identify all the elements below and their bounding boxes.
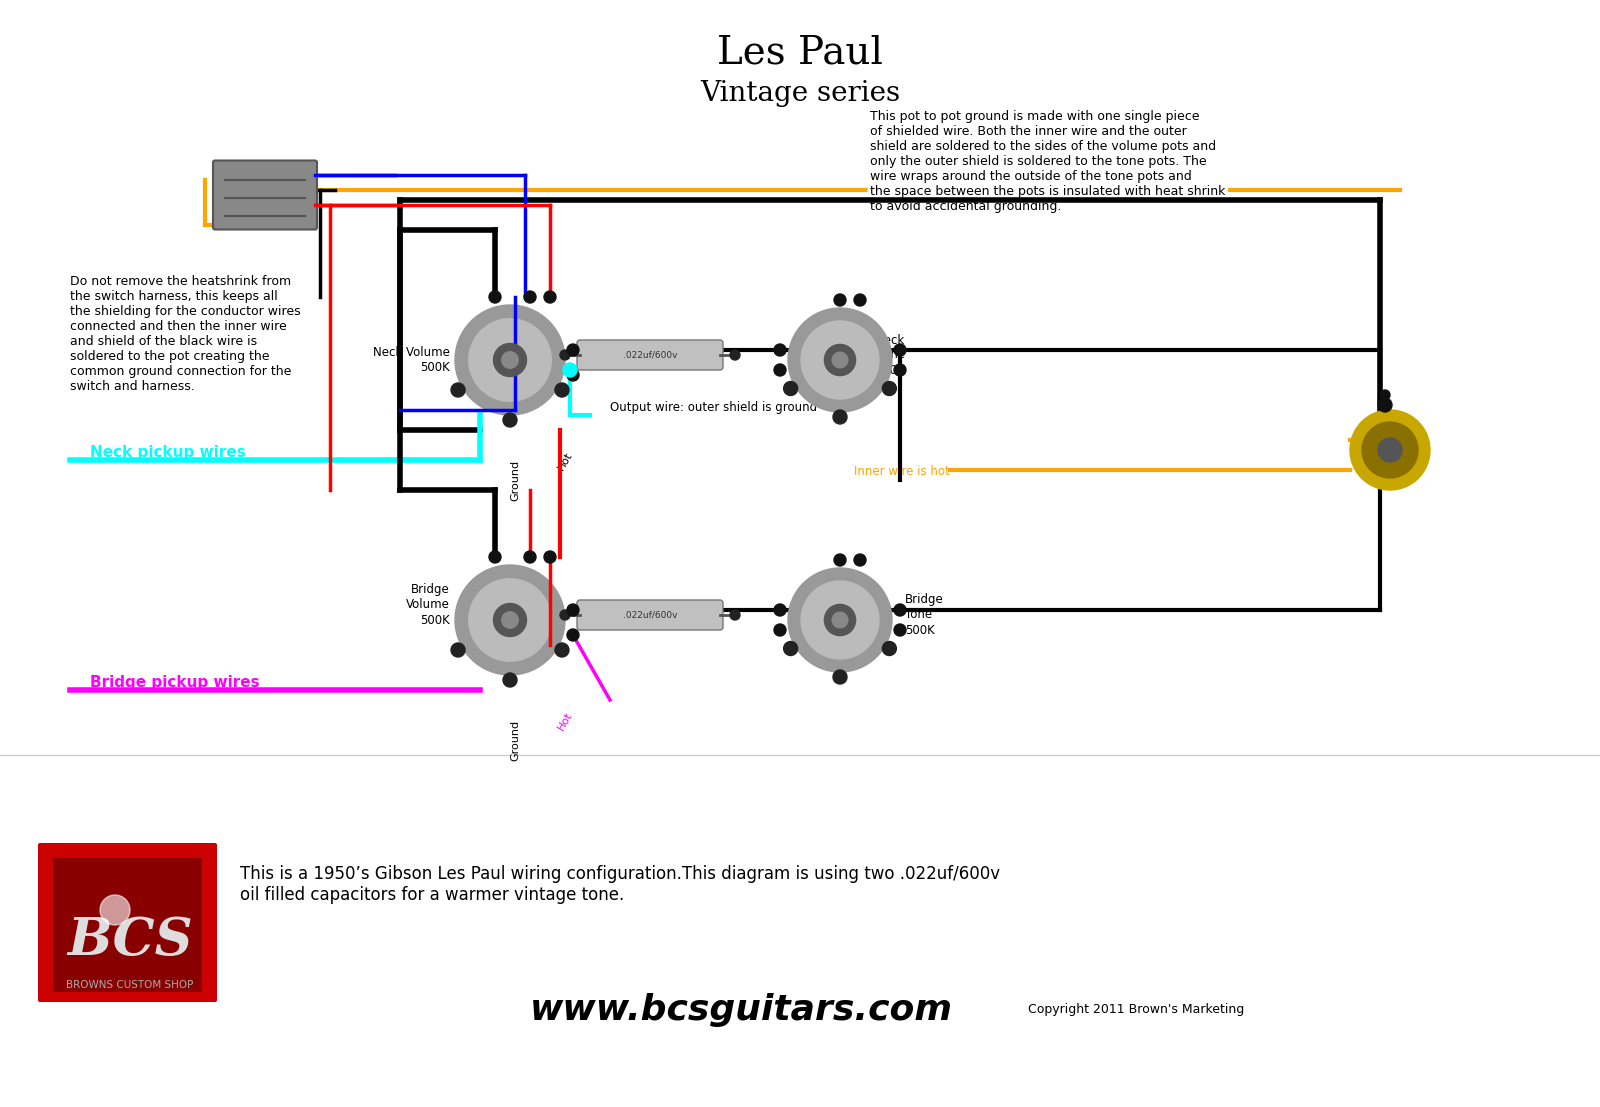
Text: Ground: Ground (510, 461, 520, 501)
Circle shape (832, 612, 848, 628)
Text: Ground: Ground (510, 720, 520, 762)
Circle shape (566, 369, 579, 381)
Circle shape (502, 352, 518, 369)
Circle shape (502, 612, 518, 629)
Circle shape (894, 344, 906, 356)
Text: This pot to pot ground is made with one single piece
of shielded wire. Both the : This pot to pot ground is made with one … (870, 110, 1226, 213)
Circle shape (555, 643, 570, 656)
Circle shape (882, 382, 896, 395)
Circle shape (824, 604, 856, 635)
Circle shape (493, 603, 526, 637)
Circle shape (802, 321, 878, 399)
Circle shape (784, 641, 798, 655)
Text: Neck Volume
500K: Neck Volume 500K (373, 346, 450, 374)
Circle shape (1378, 399, 1392, 412)
Circle shape (894, 364, 906, 376)
Circle shape (544, 551, 557, 563)
Circle shape (490, 291, 501, 303)
Text: Neck
Tone
500K: Neck Tone 500K (875, 333, 906, 376)
Circle shape (774, 344, 786, 356)
Text: Bridge
Volume
500K: Bridge Volume 500K (406, 583, 450, 627)
Text: Inner wire is hot: Inner wire is hot (854, 465, 950, 478)
Text: This is a 1950’s Gibson Les Paul wiring configuration.This diagram is using two : This is a 1950’s Gibson Les Paul wiring … (240, 865, 1000, 903)
Circle shape (525, 291, 536, 303)
Circle shape (566, 629, 579, 641)
Circle shape (787, 308, 893, 412)
Text: Output wire: outer shield is ground: Output wire: outer shield is ground (610, 402, 818, 414)
Circle shape (454, 306, 565, 415)
Circle shape (787, 568, 893, 672)
Circle shape (502, 413, 517, 427)
Circle shape (730, 350, 739, 360)
Text: Copyright 2011 Brown's Marketing: Copyright 2011 Brown's Marketing (1021, 1004, 1245, 1016)
Circle shape (99, 894, 130, 925)
Circle shape (490, 551, 501, 563)
Circle shape (469, 319, 552, 401)
Circle shape (451, 643, 466, 656)
FancyBboxPatch shape (578, 600, 723, 630)
FancyBboxPatch shape (213, 161, 317, 229)
Circle shape (502, 673, 517, 687)
Circle shape (566, 344, 579, 356)
Text: BCS: BCS (67, 914, 194, 965)
Text: Hot: Hot (555, 710, 574, 732)
Circle shape (560, 350, 570, 360)
Circle shape (784, 382, 798, 395)
Circle shape (774, 364, 786, 376)
Circle shape (560, 610, 570, 620)
Circle shape (566, 604, 579, 615)
Circle shape (730, 610, 739, 620)
Circle shape (563, 363, 578, 377)
Circle shape (854, 294, 866, 306)
Circle shape (824, 344, 856, 375)
Text: Hot: Hot (555, 451, 574, 472)
Circle shape (525, 551, 536, 563)
Circle shape (1379, 390, 1390, 400)
Circle shape (834, 294, 846, 306)
Circle shape (894, 624, 906, 637)
Text: Neck pickup wires: Neck pickup wires (90, 445, 246, 461)
Text: .022uf/600v: .022uf/600v (622, 351, 677, 360)
Text: BROWNS CUSTOM SHOP: BROWNS CUSTOM SHOP (66, 980, 194, 990)
Circle shape (882, 641, 896, 655)
Circle shape (555, 383, 570, 397)
Text: Do not remove the heatshrink from
the switch harness, this keeps all
the shieldi: Do not remove the heatshrink from the sw… (70, 275, 301, 393)
Circle shape (493, 343, 526, 376)
Circle shape (854, 554, 866, 566)
Text: www.bcsguitars.com: www.bcsguitars.com (530, 993, 954, 1027)
Circle shape (834, 410, 846, 424)
Text: .022uf/600v: .022uf/600v (622, 610, 677, 620)
Text: Vintage series: Vintage series (699, 80, 901, 107)
Circle shape (1350, 410, 1430, 490)
FancyBboxPatch shape (38, 844, 218, 1002)
Circle shape (802, 581, 878, 659)
Circle shape (834, 554, 846, 566)
Circle shape (1362, 422, 1418, 478)
FancyBboxPatch shape (53, 858, 202, 992)
Text: Bridge pickup wires: Bridge pickup wires (90, 675, 259, 690)
Circle shape (544, 291, 557, 303)
Circle shape (469, 579, 552, 661)
Text: Bridge
Tone
500K: Bridge Tone 500K (906, 593, 944, 637)
FancyBboxPatch shape (578, 340, 723, 370)
Circle shape (774, 624, 786, 637)
Circle shape (832, 352, 848, 368)
Circle shape (834, 670, 846, 684)
Circle shape (454, 565, 565, 675)
Circle shape (1378, 438, 1402, 462)
Circle shape (894, 604, 906, 615)
Text: Les Paul: Les Paul (717, 35, 883, 72)
Circle shape (451, 383, 466, 397)
Circle shape (774, 604, 786, 615)
